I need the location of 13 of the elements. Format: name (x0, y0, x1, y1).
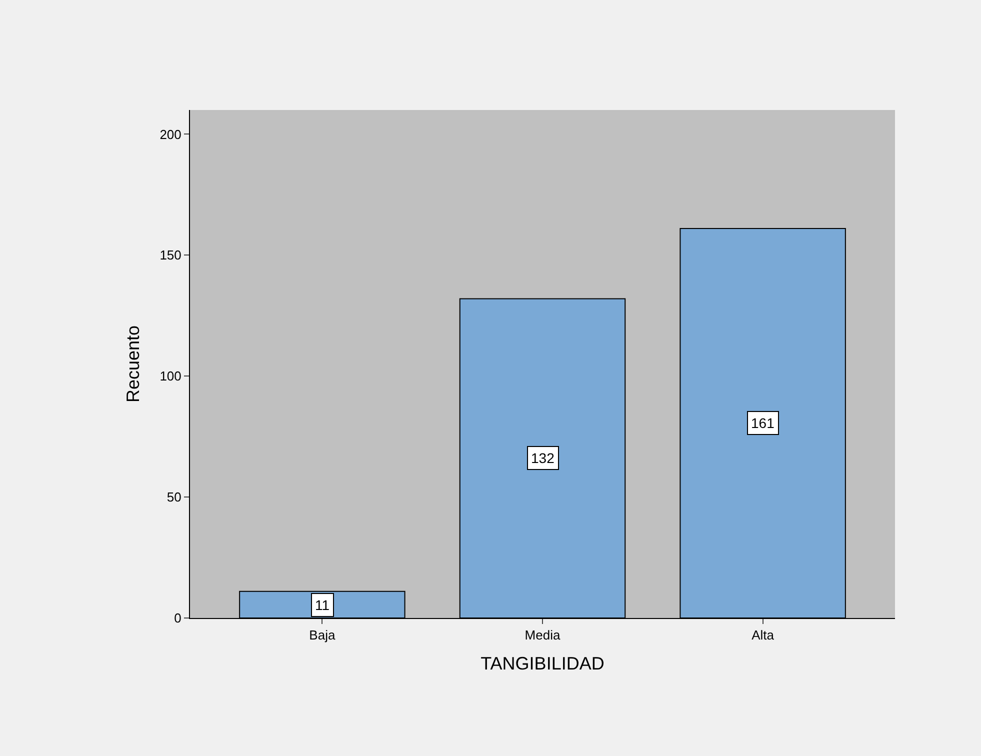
data-label: 11 (315, 597, 330, 613)
x-tick-label: Alta (752, 628, 775, 643)
x-tick-label: Media (524, 628, 561, 643)
y-tick-label: 150 (160, 248, 182, 263)
x-axis-title: TANGIBILIDAD (480, 654, 604, 674)
y-tick-label: 100 (160, 368, 182, 384)
x-tick-label: Baja (309, 628, 336, 643)
data-label: 132 (531, 450, 555, 466)
y-axis-title: Recuento (122, 325, 143, 403)
y-tick-label: 50 (166, 490, 182, 505)
data-label: 161 (751, 415, 775, 431)
y-tick-label: 0 (174, 610, 182, 626)
y-tick-label: 200 (160, 126, 182, 142)
